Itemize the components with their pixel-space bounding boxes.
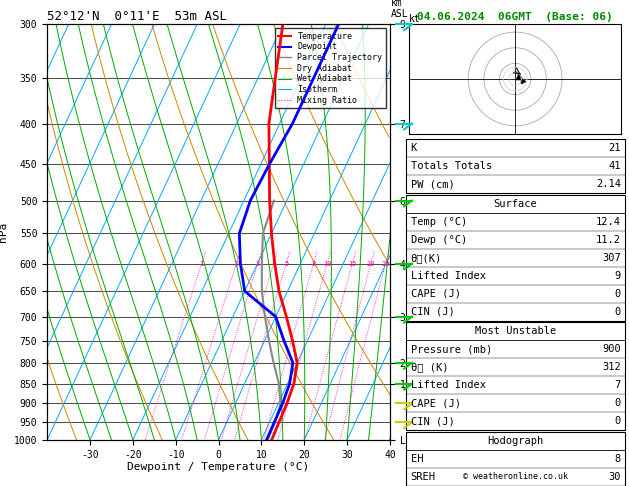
Text: CIN (J): CIN (J) <box>411 307 455 317</box>
Text: CAPE (J): CAPE (J) <box>411 289 460 299</box>
Text: CAPE (J): CAPE (J) <box>411 398 460 408</box>
Text: K: K <box>411 143 417 154</box>
Text: 20: 20 <box>367 260 375 266</box>
Y-axis label: Mixing Ratio (g/kg): Mixing Ratio (g/kg) <box>424 176 434 288</box>
Text: 307: 307 <box>602 253 621 263</box>
Text: 1: 1 <box>199 260 204 266</box>
Text: Most Unstable: Most Unstable <box>474 326 556 336</box>
Text: 10: 10 <box>323 260 331 266</box>
Text: 900: 900 <box>602 344 621 354</box>
Text: Lifted Index: Lifted Index <box>411 271 486 281</box>
Text: 312: 312 <box>602 362 621 372</box>
Legend: Temperature, Dewpoint, Parcel Trajectory, Dry Adiabat, Wet Adiabat, Isotherm, Mi: Temperature, Dewpoint, Parcel Trajectory… <box>275 29 386 108</box>
Text: Temp (°C): Temp (°C) <box>411 217 467 227</box>
Y-axis label: hPa: hPa <box>0 222 8 242</box>
Text: 11.2: 11.2 <box>596 235 621 245</box>
Text: EH: EH <box>411 453 423 464</box>
Text: 04.06.2024  06GMT  (Base: 06): 04.06.2024 06GMT (Base: 06) <box>417 12 613 22</box>
Text: km
ASL: km ASL <box>391 0 409 19</box>
Text: Lifted Index: Lifted Index <box>411 380 486 390</box>
Text: 21: 21 <box>608 143 621 154</box>
Text: Hodograph: Hodograph <box>487 435 543 446</box>
Text: 52°12'N  0°11'E  53m ASL: 52°12'N 0°11'E 53m ASL <box>47 10 227 23</box>
Text: θᴄ (K): θᴄ (K) <box>411 362 448 372</box>
Text: 2.14: 2.14 <box>596 179 621 190</box>
Text: θᴄ(K): θᴄ(K) <box>411 253 442 263</box>
Text: © weatheronline.co.uk: © weatheronline.co.uk <box>463 472 567 481</box>
Text: 30: 30 <box>608 471 621 482</box>
Text: 25: 25 <box>381 260 390 266</box>
Text: 5: 5 <box>284 260 288 266</box>
Text: 2: 2 <box>234 260 238 266</box>
X-axis label: Dewpoint / Temperature (°C): Dewpoint / Temperature (°C) <box>128 462 309 472</box>
Text: 9: 9 <box>615 271 621 281</box>
Text: Pressure (mb): Pressure (mb) <box>411 344 492 354</box>
Text: 8: 8 <box>615 453 621 464</box>
Text: Surface: Surface <box>493 199 537 209</box>
Text: CIN (J): CIN (J) <box>411 416 455 426</box>
Text: Totals Totals: Totals Totals <box>411 161 492 172</box>
Text: 4: 4 <box>272 260 276 266</box>
Text: 0: 0 <box>615 289 621 299</box>
Text: 0: 0 <box>615 416 621 426</box>
Text: 7: 7 <box>615 380 621 390</box>
Text: 41: 41 <box>608 161 621 172</box>
Text: Dewp (°C): Dewp (°C) <box>411 235 467 245</box>
Text: kt: kt <box>409 14 421 23</box>
Text: 0: 0 <box>615 398 621 408</box>
Text: SREH: SREH <box>411 471 436 482</box>
Text: 12.4: 12.4 <box>596 217 621 227</box>
Text: 0: 0 <box>615 307 621 317</box>
Text: 3: 3 <box>255 260 260 266</box>
Text: 8: 8 <box>311 260 316 266</box>
Text: PW (cm): PW (cm) <box>411 179 455 190</box>
Text: 15: 15 <box>348 260 357 266</box>
